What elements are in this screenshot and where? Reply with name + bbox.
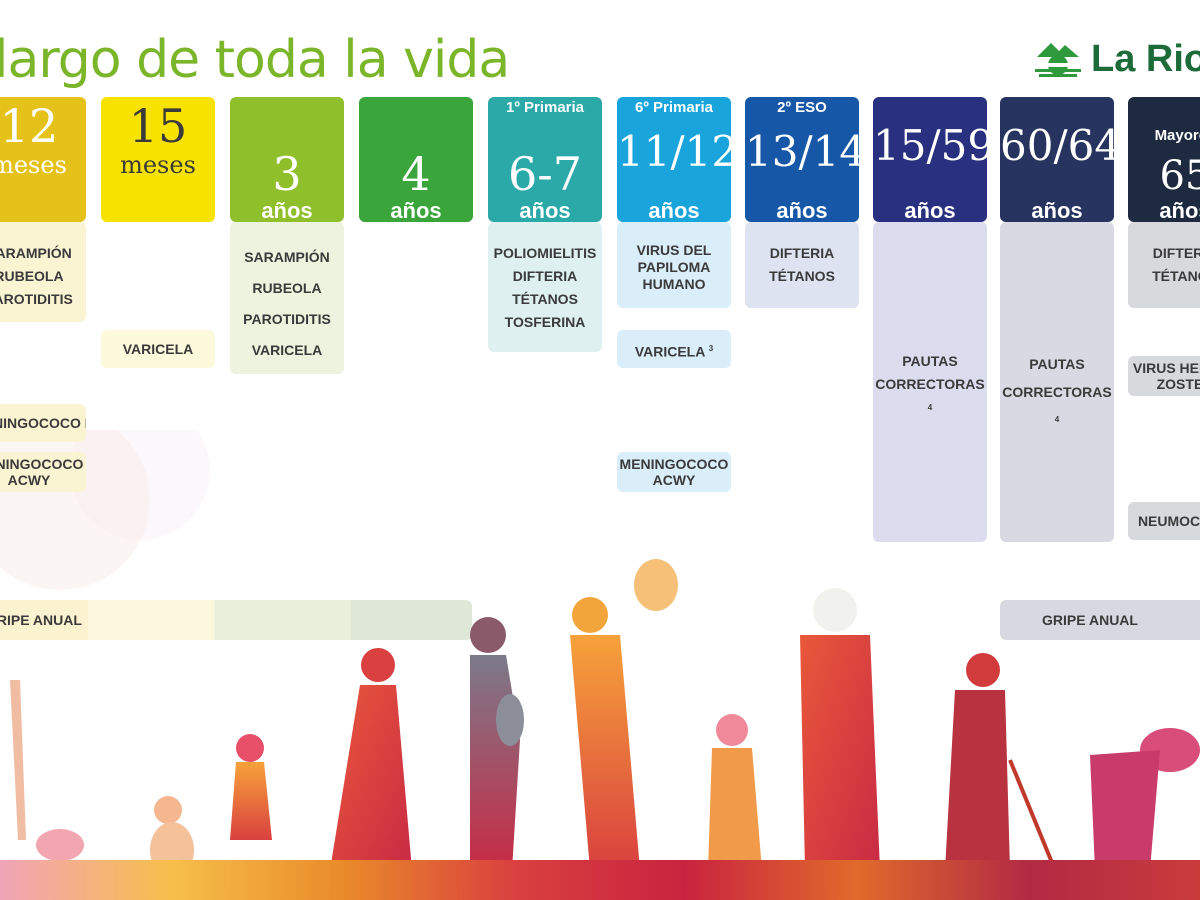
age-header-60-64-years: 60/64 años [1000,97,1114,222]
age-header-3-years: 3 años [230,97,344,222]
ground-strip [0,860,1200,900]
vaccine-box-11-12y-acwy: MENINGOCOCO ACWY [617,452,731,492]
vaccine-box-11-12y-vph: VIRUS DEL PAPILOMA HUMANO [617,222,731,308]
vaccine-box-60-64y: PAUTAS CORRECTORAS 4 [1000,222,1114,542]
vaccine-box-12m-acwy: MENINGOCOCO ACWY [0,452,86,492]
age-header-11-12-years: 6º Primaria 11/12 años [617,97,731,222]
vaccine-box-3y: SARAMPIÓN RUBEOLA PAROTIDITIS VARICELA [230,222,344,374]
age-header-6-7-years: 1º Primaria 6-7 años [488,97,602,222]
age-header-13-14-years: 2º ESO 13/14 años [745,97,859,222]
logo: La Rio [1035,38,1200,81]
age-header-12-months: 12 meses [0,97,86,222]
gripe-label-right: GRIPE ANUAL [1042,612,1138,628]
la-rioja-logo-icon [1035,42,1081,77]
age-header-15-months: 15 meses [101,97,215,222]
age-header-4-years: 4 años [359,97,473,222]
gripe-band-right: GRIPE ANUAL [1000,600,1200,640]
age-header-65-years: Mayores 65 años [1128,97,1200,222]
gripe-band-left: GRIPE ANUAL [0,600,472,640]
logo-text: La Rio [1091,38,1200,80]
family-silhouettes-illustration [10,559,1200,878]
gripe-label-left: GRIPE ANUAL [0,612,82,628]
vaccine-box-15m-varicela: VARICELA [101,330,215,368]
vaccine-box-13-14y: DIFTERIA TÉTANOS [745,222,859,308]
vaccine-box-6-7y: POLIOMIELITIS DIFTERIA TÉTANOS TOSFERINA [488,222,602,352]
vaccine-box-65y-zoster: VIRUS HERPES ZOSTER [1128,356,1200,396]
page-title: largo de toda la vida [0,30,510,90]
age-header-15-59-years: 15/59 años [873,97,987,222]
vaccine-box-15-59y: PAUTAS CORRECTORAS 4 [873,222,987,542]
vaccine-box-12m-meningococo-b: MENINGOCOCO B [0,404,86,442]
vaccine-box-11-12y-varicela: VARICELA 3 [617,330,731,368]
vaccine-box-65y-neumococo: NEUMOCOCO [1128,502,1200,540]
